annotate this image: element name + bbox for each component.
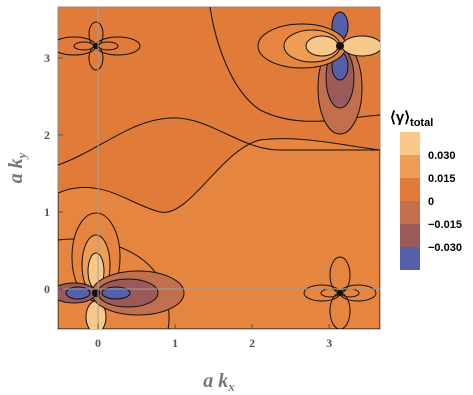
legend-swatch bbox=[400, 224, 420, 247]
y-tick-label: 1 bbox=[44, 205, 50, 219]
y-tick-label: 2 bbox=[44, 128, 50, 142]
y-axis-label: a ky bbox=[5, 152, 29, 183]
legend-swatch bbox=[400, 178, 420, 201]
x-axis-label: a kx bbox=[203, 370, 235, 394]
legend-level-label: −0.015 bbox=[428, 219, 462, 231]
legend-labels: 0.030 0.015 0 −0.015 −0.030 bbox=[428, 150, 462, 254]
y-axis-ticks: 0 1 2 3 bbox=[44, 51, 63, 296]
legend-swatch bbox=[400, 132, 420, 155]
legend-swatch bbox=[400, 247, 420, 270]
x-tick-label: 1 bbox=[172, 336, 178, 350]
x-tick-label: 0 bbox=[95, 336, 101, 350]
x-tick-label: 3 bbox=[326, 336, 332, 350]
feature-top-right bbox=[257, 11, 380, 135]
legend-level-label: 0.030 bbox=[428, 150, 456, 162]
legend-level-label: 0 bbox=[428, 196, 434, 208]
x-tick-label: 2 bbox=[249, 336, 255, 350]
legend-level-label: 0.015 bbox=[428, 173, 456, 185]
y-tick-label: 3 bbox=[44, 51, 50, 65]
legend-level-label: −0.030 bbox=[428, 242, 462, 254]
legend-title: ⟨γ⟩total bbox=[390, 109, 433, 129]
legend-swatch bbox=[400, 155, 420, 178]
band-line bbox=[58, 117, 380, 166]
legend: ⟨γ⟩total 0.030 0.015 0 −0.015 −0.030 bbox=[390, 109, 462, 270]
feature-bottom-left bbox=[58, 212, 185, 329]
legend-swatches bbox=[400, 132, 420, 270]
legend-swatch bbox=[400, 201, 420, 224]
feature-top-left bbox=[58, 21, 141, 71]
y-tick-label: 0 bbox=[44, 282, 50, 296]
contour-field bbox=[58, 7, 380, 329]
feature-bottom-right bbox=[303, 256, 377, 329]
x-axis-ticks: 0 1 2 3 bbox=[95, 324, 332, 350]
